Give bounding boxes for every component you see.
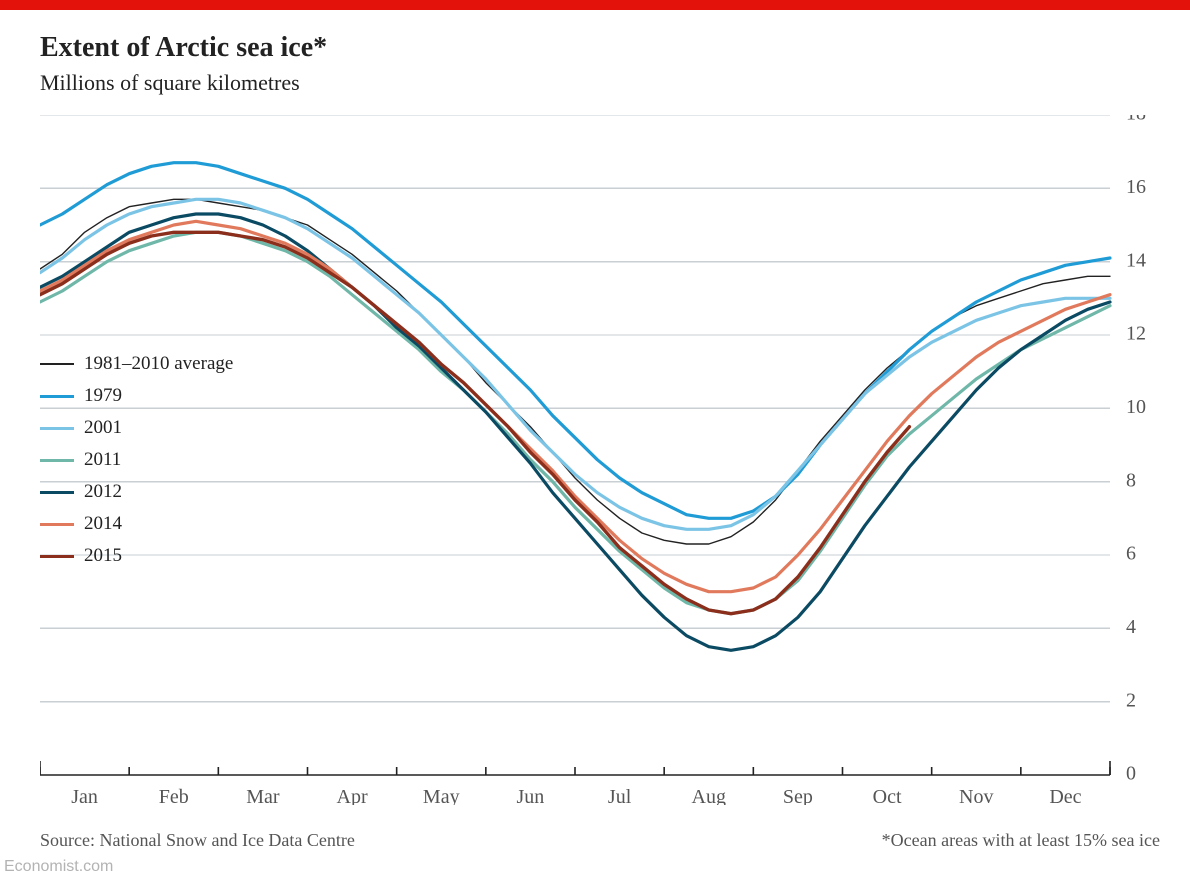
svg-text:Oct: Oct <box>873 786 902 805</box>
legend-label: 1979 <box>84 385 122 407</box>
svg-text:12: 12 <box>1126 323 1146 345</box>
topbar-accent <box>0 0 1190 10</box>
legend-label: 2014 <box>84 513 122 535</box>
chart-card: Extent of Arctic sea ice* Millions of sq… <box>0 0 1190 878</box>
legend: 1981–2010 average 1979 2001 2011 2012 2014 201… <box>40 353 233 567</box>
svg-text:14: 14 <box>1126 249 1146 271</box>
svg-text:6: 6 <box>1126 543 1136 565</box>
legend-label: 2012 <box>84 481 122 503</box>
legend-item-avg_1981_2010: 1981–2010 average <box>40 353 233 375</box>
svg-text:Sep: Sep <box>783 786 813 805</box>
svg-text:8: 8 <box>1126 469 1136 491</box>
legend-item-y1979: 1979 <box>40 385 233 407</box>
legend-label: 1981–2010 average <box>84 353 233 375</box>
svg-text:10: 10 <box>1126 396 1146 418</box>
legend-label: 2001 <box>84 417 122 439</box>
legend-swatch <box>40 459 74 462</box>
svg-text:Nov: Nov <box>959 786 993 805</box>
legend-label: 2011 <box>84 449 121 471</box>
chart-title: Extent of Arctic sea ice* <box>40 32 327 64</box>
svg-text:Feb: Feb <box>159 786 189 805</box>
svg-text:Jun: Jun <box>517 786 545 805</box>
svg-text:Jan: Jan <box>71 786 98 805</box>
svg-text:May: May <box>423 786 460 805</box>
legend-item-y2015: 2015 <box>40 545 233 567</box>
legend-swatch <box>40 523 74 526</box>
footnote-text: *Ocean areas with at least 15% sea ice <box>882 830 1160 851</box>
legend-item-y2001: 2001 <box>40 417 233 439</box>
svg-text:0: 0 <box>1126 763 1136 785</box>
svg-text:4: 4 <box>1126 616 1136 638</box>
svg-text:Mar: Mar <box>246 786 280 805</box>
legend-swatch <box>40 395 74 398</box>
legend-swatch <box>40 427 74 430</box>
svg-text:Aug: Aug <box>692 786 726 805</box>
svg-text:16: 16 <box>1126 176 1146 198</box>
credit-text: Economist.com <box>4 858 113 876</box>
legend-item-y2014: 2014 <box>40 513 233 535</box>
legend-swatch <box>40 491 74 494</box>
legend-label: 2015 <box>84 545 122 567</box>
svg-text:Jul: Jul <box>608 786 632 805</box>
svg-text:2: 2 <box>1126 689 1136 711</box>
source-text: Source: National Snow and Ice Data Centr… <box>40 830 355 851</box>
legend-swatch <box>40 555 74 558</box>
svg-text:Dec: Dec <box>1049 786 1081 805</box>
chart-subtitle: Millions of square kilometres <box>40 70 300 96</box>
legend-swatch <box>40 363 74 365</box>
svg-text:18: 18 <box>1126 115 1146 125</box>
legend-item-y2011: 2011 <box>40 449 233 471</box>
svg-text:Apr: Apr <box>337 786 368 805</box>
legend-item-y2012: 2012 <box>40 481 233 503</box>
